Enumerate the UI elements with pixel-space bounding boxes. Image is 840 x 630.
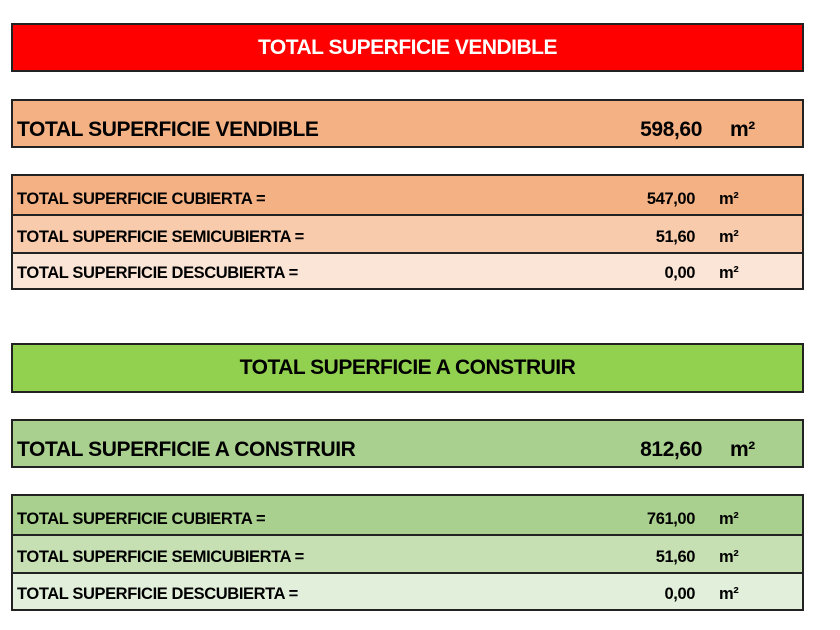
row-label: TOTAL SUPERFICIE DESCUBIERTA =: [17, 585, 298, 603]
vendible-row-cubierta: TOTAL SUPERFICIE CUBIERTA = 547,00 m²: [13, 176, 802, 214]
row-label: TOTAL SUPERFICIE CUBIERTA =: [17, 190, 266, 208]
vendible-total-value: 598,60: [640, 118, 702, 141]
row-value: 547,00: [646, 190, 695, 208]
construir-row-cubierta: TOTAL SUPERFICIE CUBIERTA = 761,00 m²: [13, 496, 802, 534]
row-unit: m²: [719, 190, 739, 208]
vendible-breakdown-table: TOTAL SUPERFICIE CUBIERTA = 547,00 m² TO…: [11, 174, 804, 290]
vendible-total-label: TOTAL SUPERFICIE VENDIBLE: [17, 118, 319, 141]
vendible-total-unit: m²: [730, 118, 755, 141]
row-label: TOTAL SUPERFICIE SEMICUBIERTA =: [17, 228, 304, 246]
construir-breakdown-table: TOTAL SUPERFICIE CUBIERTA = 761,00 m² TO…: [11, 494, 804, 611]
row-unit: m²: [719, 585, 739, 603]
row-label: TOTAL SUPERFICIE SEMICUBIERTA =: [17, 548, 304, 566]
construir-total-label: TOTAL SUPERFICIE A CONSTRUIR: [17, 438, 356, 461]
construir-total-unit: m²: [730, 438, 755, 461]
vendible-header: TOTAL SUPERFICIE VENDIBLE: [11, 23, 804, 72]
row-unit: m²: [719, 264, 739, 282]
vendible-row-semicubierta: TOTAL SUPERFICIE SEMICUBIERTA = 51,60 m²: [13, 214, 802, 252]
vendible-total-row: TOTAL SUPERFICIE VENDIBLE 598,60 m²: [13, 101, 802, 146]
row-value: 51,60: [655, 548, 696, 566]
row-value: 0,00: [664, 585, 695, 603]
row-unit: m²: [719, 510, 739, 528]
row-value: 761,00: [646, 510, 695, 528]
construir-row-semicubierta: TOTAL SUPERFICIE SEMICUBIERTA = 51,60 m²: [13, 534, 802, 572]
vendible-row-descubierta: TOTAL SUPERFICIE DESCUBIERTA = 0,00 m²: [13, 252, 802, 288]
row-unit: m²: [719, 228, 739, 246]
row-unit: m²: [719, 548, 739, 566]
vendible-total: TOTAL SUPERFICIE VENDIBLE 598,60 m²: [11, 99, 804, 148]
construir-header: TOTAL SUPERFICIE A CONSTRUIR: [11, 343, 804, 393]
construir-row-descubierta: TOTAL SUPERFICIE DESCUBIERTA = 0,00 m²: [13, 572, 802, 609]
row-label: TOTAL SUPERFICIE CUBIERTA =: [17, 510, 266, 528]
row-label: TOTAL SUPERFICIE DESCUBIERTA =: [17, 264, 298, 282]
construir-header-title: TOTAL SUPERFICIE A CONSTRUIR: [239, 356, 576, 379]
vendible-header-title: TOTAL SUPERFICIE VENDIBLE: [257, 35, 558, 59]
construir-total-row: TOTAL SUPERFICIE A CONSTRUIR 812,60 m²: [13, 421, 802, 466]
construir-total: TOTAL SUPERFICIE A CONSTRUIR 812,60 m²: [11, 419, 804, 468]
row-value: 0,00: [664, 264, 695, 282]
row-value: 51,60: [655, 228, 696, 246]
construir-total-value: 812,60: [640, 438, 702, 461]
